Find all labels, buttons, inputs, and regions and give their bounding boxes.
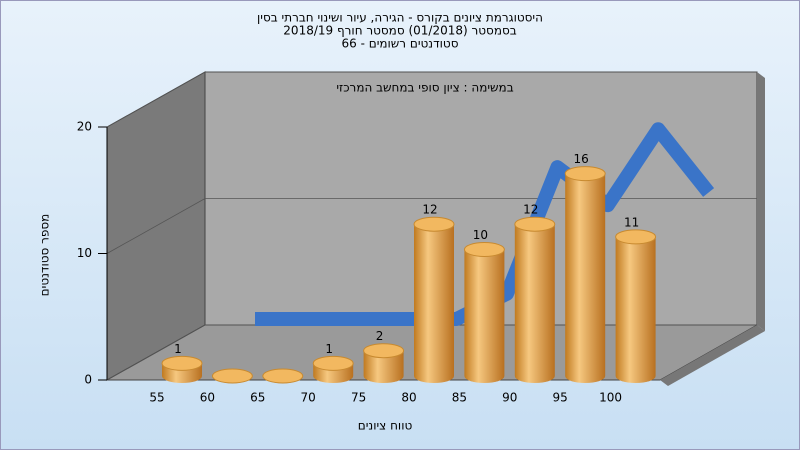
cylinder-top	[463, 242, 505, 257]
chart-subtitle: סטודנטים רשומים - 66	[341, 37, 458, 51]
chart-subtitle: בסמסטר (01/2018) סמסטר חורף 2018/19	[283, 24, 516, 38]
y-tick-label: 10	[77, 246, 92, 260]
data-label: 1	[325, 342, 333, 356]
cylinder-top	[312, 355, 354, 371]
cylinder	[262, 368, 304, 384]
x-tick-label: 80	[401, 391, 416, 405]
cylinder-top	[161, 355, 203, 371]
x-tick-label: 85	[452, 391, 467, 405]
cylinder-top	[615, 229, 657, 245]
y-axis-label: מספר סטודנטים	[38, 214, 52, 297]
grid-line	[106, 71, 757, 128]
cylinder-body	[464, 249, 505, 383]
y-tick-label: 0	[84, 373, 92, 387]
cylinder	[363, 343, 405, 383]
floor-edge	[660, 325, 765, 386]
cylinder-body	[514, 224, 555, 383]
cylinder	[514, 216, 556, 383]
cylinder-body	[414, 224, 454, 383]
chart-title: היסטוגרמת ציונים בקורס - הגירה, עיור ושי…	[257, 11, 543, 25]
x-tick-label: 100	[599, 391, 622, 405]
cylinder-top	[514, 216, 556, 232]
data-label: 2	[376, 329, 384, 343]
x-axis-label: טווח ציונים	[358, 419, 413, 433]
data-label: 12	[523, 203, 538, 217]
cylinder	[615, 229, 657, 383]
data-label: 11	[624, 215, 639, 229]
cylinder-body	[565, 173, 606, 383]
data-label: 16	[574, 152, 589, 166]
cylinder-body	[615, 236, 656, 383]
x-tick-label: 95	[553, 391, 568, 405]
cylinder-top	[564, 166, 606, 182]
data-label: 10	[473, 228, 488, 242]
cylinder-top	[262, 368, 304, 384]
cylinder-body	[363, 350, 404, 383]
y-tick-label: 20	[77, 120, 92, 134]
cylinder	[564, 166, 606, 383]
cylinder-top	[363, 343, 405, 359]
data-label: 1	[174, 342, 182, 356]
cylinder	[463, 242, 505, 383]
data-label: 12	[422, 203, 437, 217]
x-tick-label: 70	[301, 391, 316, 405]
x-tick-label: 60	[200, 391, 215, 405]
cylinder-top	[413, 216, 455, 232]
x-tick-label: 75	[351, 391, 366, 405]
x-tick-label: 55	[149, 391, 164, 405]
cylinder	[413, 216, 455, 383]
annotation: במשימה : ציון סופי במחשב המרכזי	[336, 81, 513, 95]
wall-edge	[757, 72, 765, 331]
cylinder-top	[211, 368, 253, 384]
x-tick-label: 65	[250, 391, 265, 405]
cylinder	[211, 368, 253, 384]
cylinder	[161, 355, 203, 383]
x-tick-label: 90	[502, 391, 517, 405]
cylinder	[312, 355, 354, 383]
